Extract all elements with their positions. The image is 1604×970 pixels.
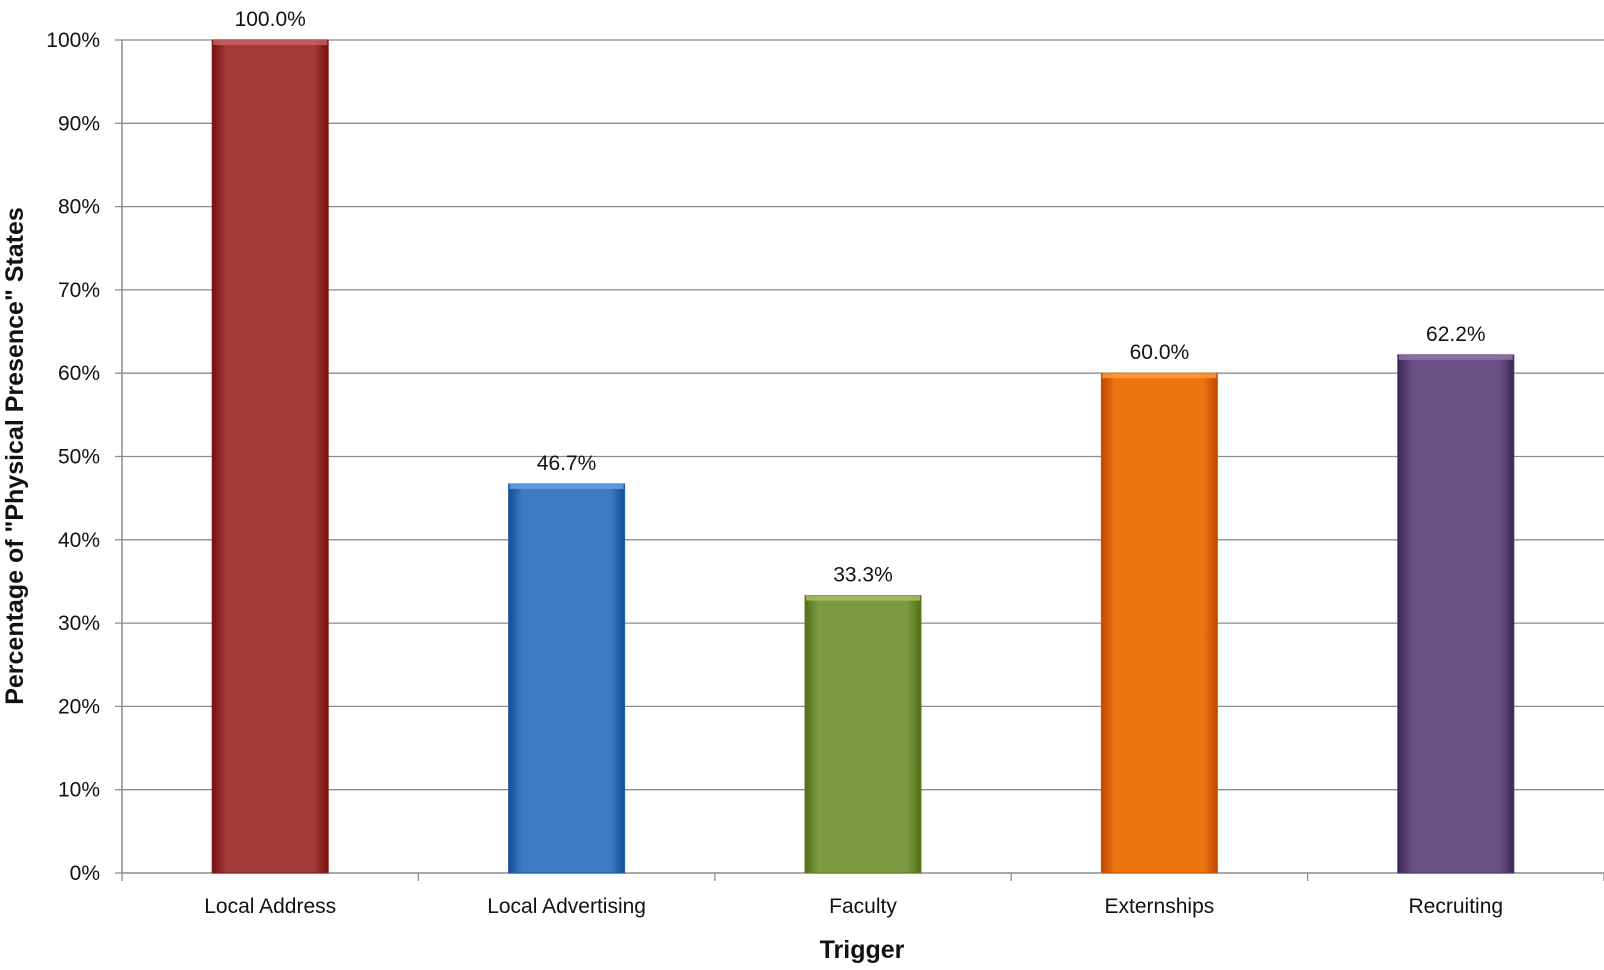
bar-top-highlight xyxy=(1398,354,1513,360)
y-axis-title: Percentage of "Physical Presence" States xyxy=(1,207,29,705)
bar-top-highlight xyxy=(509,483,624,489)
bar-local-address xyxy=(211,39,329,874)
y-tick-label: 70% xyxy=(58,279,100,302)
y-tick-label: 30% xyxy=(58,612,100,635)
x-category-label: Faculty xyxy=(829,895,897,918)
bar-local-advertising xyxy=(508,483,626,874)
bar-top-highlight xyxy=(213,40,328,45)
gridlines xyxy=(122,39,1604,791)
y-tick-label: 0% xyxy=(70,862,100,885)
x-axis-title: Trigger xyxy=(820,936,905,964)
value-label: 62.2% xyxy=(1426,323,1486,346)
y-tick-label: 50% xyxy=(58,446,100,469)
value-label: 100.0% xyxy=(235,8,306,31)
bar-recruiting xyxy=(1397,354,1515,874)
y-tick-label: 80% xyxy=(58,196,100,219)
x-category-label: Externships xyxy=(1105,895,1215,918)
x-category-label: Recruiting xyxy=(1409,895,1504,918)
bar-top-highlight xyxy=(1102,373,1217,379)
x-category-label: Local Address xyxy=(204,895,336,918)
value-label: 60.0% xyxy=(1130,341,1190,364)
data-labels: 100.0% 46.7% 33.3% 60.0% 62.2% xyxy=(235,8,1486,587)
y-tick-label: 20% xyxy=(58,695,100,718)
value-label: 46.7% xyxy=(537,452,597,475)
value-label: 33.3% xyxy=(833,564,893,587)
y-tick-label: 60% xyxy=(58,362,100,385)
y-tick-label: 90% xyxy=(58,112,100,135)
y-tick-label: 10% xyxy=(58,779,100,802)
y-tick-label: 100% xyxy=(46,29,100,52)
bars xyxy=(211,39,1515,874)
bar-externships xyxy=(1100,372,1218,874)
y-tick-label: 40% xyxy=(58,529,100,552)
x-category-label: Local Advertising xyxy=(487,895,646,918)
bar-faculty xyxy=(804,595,922,874)
bar-top-highlight xyxy=(806,595,920,601)
